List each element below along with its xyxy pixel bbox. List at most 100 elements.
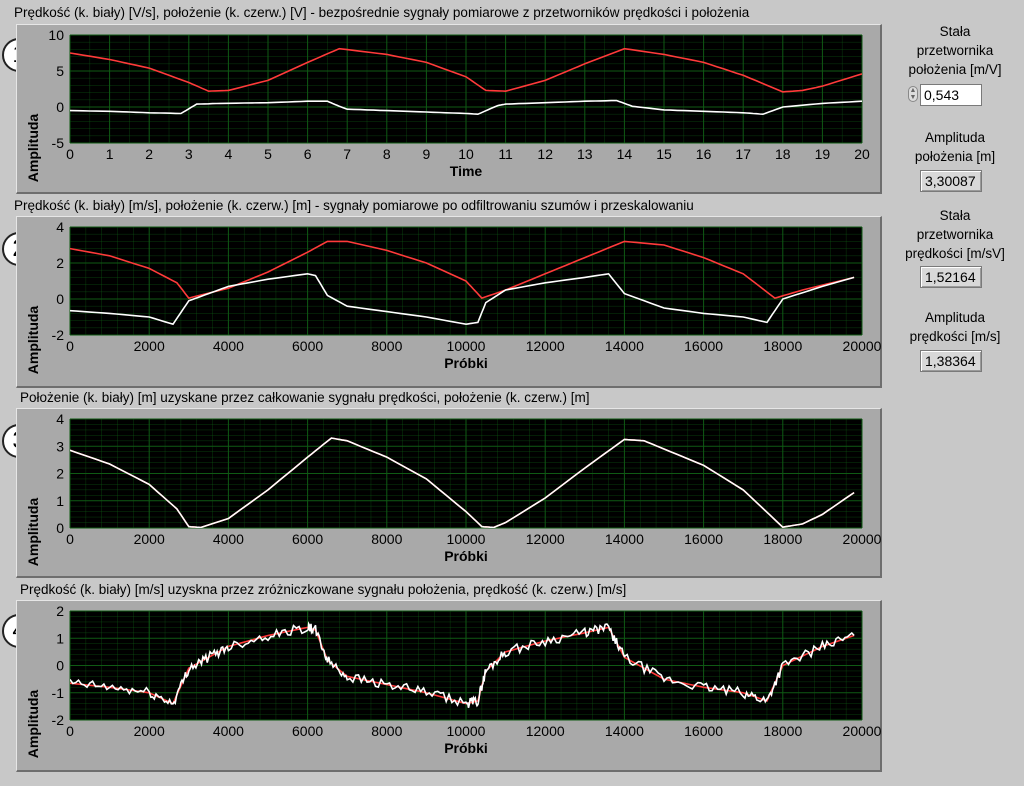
y-tick-label: 0	[56, 520, 64, 536]
graph-3-title: Położenie (k. biały) [m] uzyskane przez …	[20, 390, 590, 405]
y-tick-label: -1	[52, 685, 65, 701]
x-tick-label: 10	[458, 146, 474, 162]
y-tick-label: 0	[56, 658, 64, 674]
x-tick-label: 8000	[371, 531, 402, 547]
red-trace	[70, 47, 862, 93]
y-tick-label: -5	[52, 135, 65, 151]
position-constant-input[interactable]: 0,543	[920, 84, 982, 106]
x-tick-label: 13	[577, 146, 593, 162]
y-tick-label: -2	[52, 712, 65, 728]
x-tick-label: 18000	[763, 531, 802, 547]
x-tick-label: 8000	[371, 338, 402, 354]
white-trace	[70, 437, 855, 528]
x-axis-label: Próbki	[444, 740, 488, 756]
x-axis-label: Próbki	[444, 355, 488, 371]
x-tick-label: 8000	[371, 723, 402, 739]
y-axis-label: Amplituda	[25, 114, 41, 183]
x-tick-label: 16000	[684, 531, 723, 547]
x-tick-label: 6	[304, 146, 312, 162]
x-tick-label: 6000	[292, 531, 323, 547]
y-tick-label: 0	[56, 99, 64, 115]
x-tick-label: 6000	[292, 723, 323, 739]
y-tick-label: 1	[56, 630, 64, 646]
x-tick-label: 4	[225, 146, 233, 162]
y-tick-label: -2	[52, 327, 65, 343]
x-tick-label: 16	[696, 146, 712, 162]
x-tick-label: 3	[185, 146, 193, 162]
x-tick-label: 4000	[213, 531, 244, 547]
y-axis-label: Amplituda	[25, 498, 41, 567]
position-amplitude-indicator: 3,30087	[920, 170, 982, 192]
y-tick-label: 0	[56, 291, 64, 307]
graph-2-title: Prędkość (k. biały) [m/s], położenie (k.…	[14, 198, 694, 213]
white-trace	[70, 621, 855, 708]
y-tick-label: 2	[56, 255, 64, 271]
x-tick-label: 2	[145, 146, 153, 162]
y-tick-label: 3	[56, 438, 64, 454]
x-tick-label: 2000	[134, 531, 165, 547]
y-tick-label: 2	[56, 466, 64, 482]
x-tick-label: 7	[343, 146, 351, 162]
grid	[69, 226, 863, 336]
y-tick-label: 1	[56, 493, 64, 509]
white-trace	[70, 272, 855, 326]
x-tick-label: 2000	[134, 723, 165, 739]
grid	[69, 34, 863, 144]
y-tick-label: 4	[56, 411, 64, 427]
x-tick-label: 20000	[843, 338, 882, 354]
x-tick-label: 20000	[843, 723, 882, 739]
x-tick-label: 14000	[605, 338, 644, 354]
x-tick-label: 2000	[134, 338, 165, 354]
velocity-constant-indicator: 1,52164	[920, 266, 982, 288]
x-tick-label: 8	[383, 146, 391, 162]
x-tick-label: 14000	[605, 723, 644, 739]
white-trace	[70, 99, 862, 116]
x-tick-label: 10000	[447, 338, 486, 354]
x-tick-label: 18000	[763, 723, 802, 739]
y-tick-label: 5	[56, 63, 64, 79]
x-tick-label: 16000	[684, 723, 723, 739]
y-axis-label: Amplituda	[25, 690, 41, 759]
velocity-constant-label: Stała przetwornika prędkości [m/sV]	[905, 208, 1005, 261]
y-tick-label: 10	[48, 27, 64, 43]
x-tick-label: 1	[106, 146, 114, 162]
x-tick-label: 14000	[605, 531, 644, 547]
x-tick-label: 6000	[292, 338, 323, 354]
velocity-amplitude-indicator: 1,38364	[920, 350, 982, 372]
x-tick-label: 5	[264, 146, 272, 162]
x-tick-label: 9	[423, 146, 431, 162]
x-tick-label: 12000	[526, 338, 565, 354]
x-tick-label: 19	[815, 146, 831, 162]
x-tick-label: 0	[66, 146, 74, 162]
x-tick-label: 11	[498, 146, 513, 162]
x-tick-label: 15	[656, 146, 672, 162]
position-amplitude-label: Amplituda położenia [m]	[914, 130, 996, 164]
x-tick-label: 12000	[526, 531, 565, 547]
x-axis-label: Time	[450, 163, 483, 179]
x-tick-label: 16000	[684, 338, 723, 354]
velocity-amplitude-label: Amplituda prędkości [m/s]	[909, 310, 1001, 344]
graph-1-title: Prędkość (k. biały) [V/s], położenie (k.…	[14, 5, 750, 20]
x-axis-label: Próbki	[444, 548, 488, 564]
graph-4-title: Prędkość (k. biały) [m/s] uzyskna przez …	[20, 582, 627, 597]
y-tick-label: 4	[56, 219, 64, 235]
x-tick-label: 12	[537, 146, 553, 162]
x-tick-label: 4000	[213, 338, 244, 354]
x-tick-label: 10000	[447, 723, 486, 739]
red-trace	[70, 240, 855, 300]
x-tick-label: 4000	[213, 723, 244, 739]
x-tick-label: 18	[775, 146, 791, 162]
position-constant-spinner[interactable]: ▲ ▼	[908, 86, 918, 102]
x-tick-label: 14	[617, 146, 633, 162]
grid	[69, 418, 863, 529]
x-tick-label: 17	[735, 146, 751, 162]
x-tick-label: 20	[854, 146, 870, 162]
y-tick-label: 2	[56, 603, 64, 619]
x-tick-label: 18000	[763, 338, 802, 354]
y-axis-label: Amplituda	[25, 306, 41, 375]
x-tick-label: 12000	[526, 723, 565, 739]
